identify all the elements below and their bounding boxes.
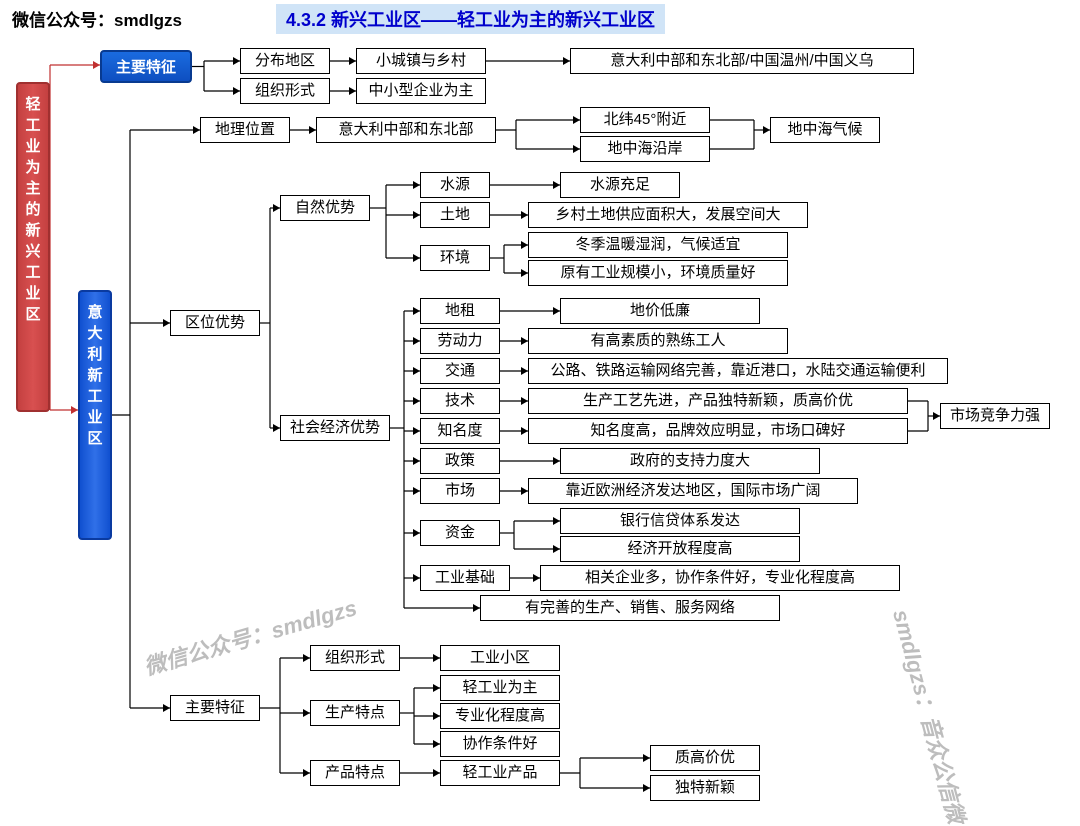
- node-town: 小城镇与乡村: [356, 48, 486, 74]
- node-zone: 工业小区: [440, 645, 560, 671]
- node-policy: 政策: [420, 448, 500, 474]
- node-env_r1: 冬季温暖湿润，气候适宜: [528, 232, 788, 258]
- node-env_r2: 原有工业规模小，环境质量好: [528, 260, 788, 286]
- node-compete: 市场竞争力强: [940, 403, 1050, 429]
- node-prodc: 产品特点: [310, 760, 400, 786]
- node-feat: 主要特征: [170, 695, 260, 721]
- node-capital: 资金: [420, 520, 500, 546]
- node-land: 土地: [420, 202, 490, 228]
- node-fame_r: 知名度高，品牌效应明显，市场口碑好: [528, 418, 908, 444]
- node-trans_r: 公路、铁路运输网络完善，靠近港口，水陆交通运输便利: [528, 358, 948, 384]
- node-light: 轻工业为主: [440, 675, 560, 701]
- node-regions: 意大利中部和东北部/中国温州/中国义乌: [570, 48, 914, 74]
- node-cap_r2: 经济开放程度高: [560, 536, 800, 562]
- node-indbase: 工业基础: [420, 565, 510, 591]
- node-prod: 生产特点: [310, 700, 400, 726]
- node-med_clim: 地中海气候: [770, 117, 880, 143]
- node-fame: 知名度: [420, 418, 500, 444]
- node-policy_r: 政府的支持力度大: [560, 448, 820, 474]
- node-market_r: 靠近欧洲经济发达地区，国际市场广阔: [528, 478, 858, 504]
- node-quality: 质高价优: [650, 745, 760, 771]
- node-spec: 专业化程度高: [440, 703, 560, 729]
- node-italy_ne: 意大利中部和东北部: [316, 117, 496, 143]
- header-account: 微信公众号：smdlgzs: [12, 6, 182, 31]
- node-cap_r1: 银行信贷体系发达: [560, 508, 800, 534]
- node-network: 有完善的生产、销售、服务网络: [480, 595, 780, 621]
- node-indbase_r: 相关企业多，协作条件好，专业化程度高: [540, 565, 900, 591]
- node-tech: 技术: [420, 388, 500, 414]
- node-water: 水源: [420, 172, 490, 198]
- root-bar: 轻工业为主的新兴工业区: [16, 82, 50, 412]
- node-water_r: 水源充足: [560, 172, 680, 198]
- node-nat: 自然优势: [280, 195, 370, 221]
- node-trans: 交通: [420, 358, 500, 384]
- node-sme: 中小型企业为主: [356, 78, 486, 104]
- node-dist: 分布地区: [240, 48, 330, 74]
- node-labor: 劳动力: [420, 328, 500, 354]
- node-tech_r: 生产工艺先进，产品独特新颖，质高价优: [528, 388, 908, 414]
- node-labor_r: 有高素质的熟练工人: [528, 328, 788, 354]
- node-coop: 协作条件好: [440, 731, 560, 757]
- node-rent_r: 地价低廉: [560, 298, 760, 324]
- node-rent: 地租: [420, 298, 500, 324]
- sub-root-bar: 意大利新工业区: [78, 290, 112, 540]
- node-org: 组织形式: [240, 78, 330, 104]
- node-lightprod: 轻工业产品: [440, 760, 560, 786]
- node-geo: 地理位置: [200, 117, 290, 143]
- node-unique: 独特新颖: [650, 775, 760, 801]
- node-market: 市场: [420, 478, 500, 504]
- features-pill: 主要特征: [100, 50, 192, 83]
- node-land_r: 乡村土地供应面积大，发展空间大: [528, 202, 808, 228]
- node-loc_adv: 区位优势: [170, 310, 260, 336]
- node-lat45: 北纬45°附近: [580, 107, 710, 133]
- node-env: 环境: [420, 245, 490, 271]
- header-title: 4.3.2 新兴工业区——轻工业为主的新兴工业区: [276, 4, 665, 34]
- node-org2: 组织形式: [310, 645, 400, 671]
- node-med_coast: 地中海沿岸: [580, 136, 710, 162]
- node-soc: 社会经济优势: [280, 415, 390, 441]
